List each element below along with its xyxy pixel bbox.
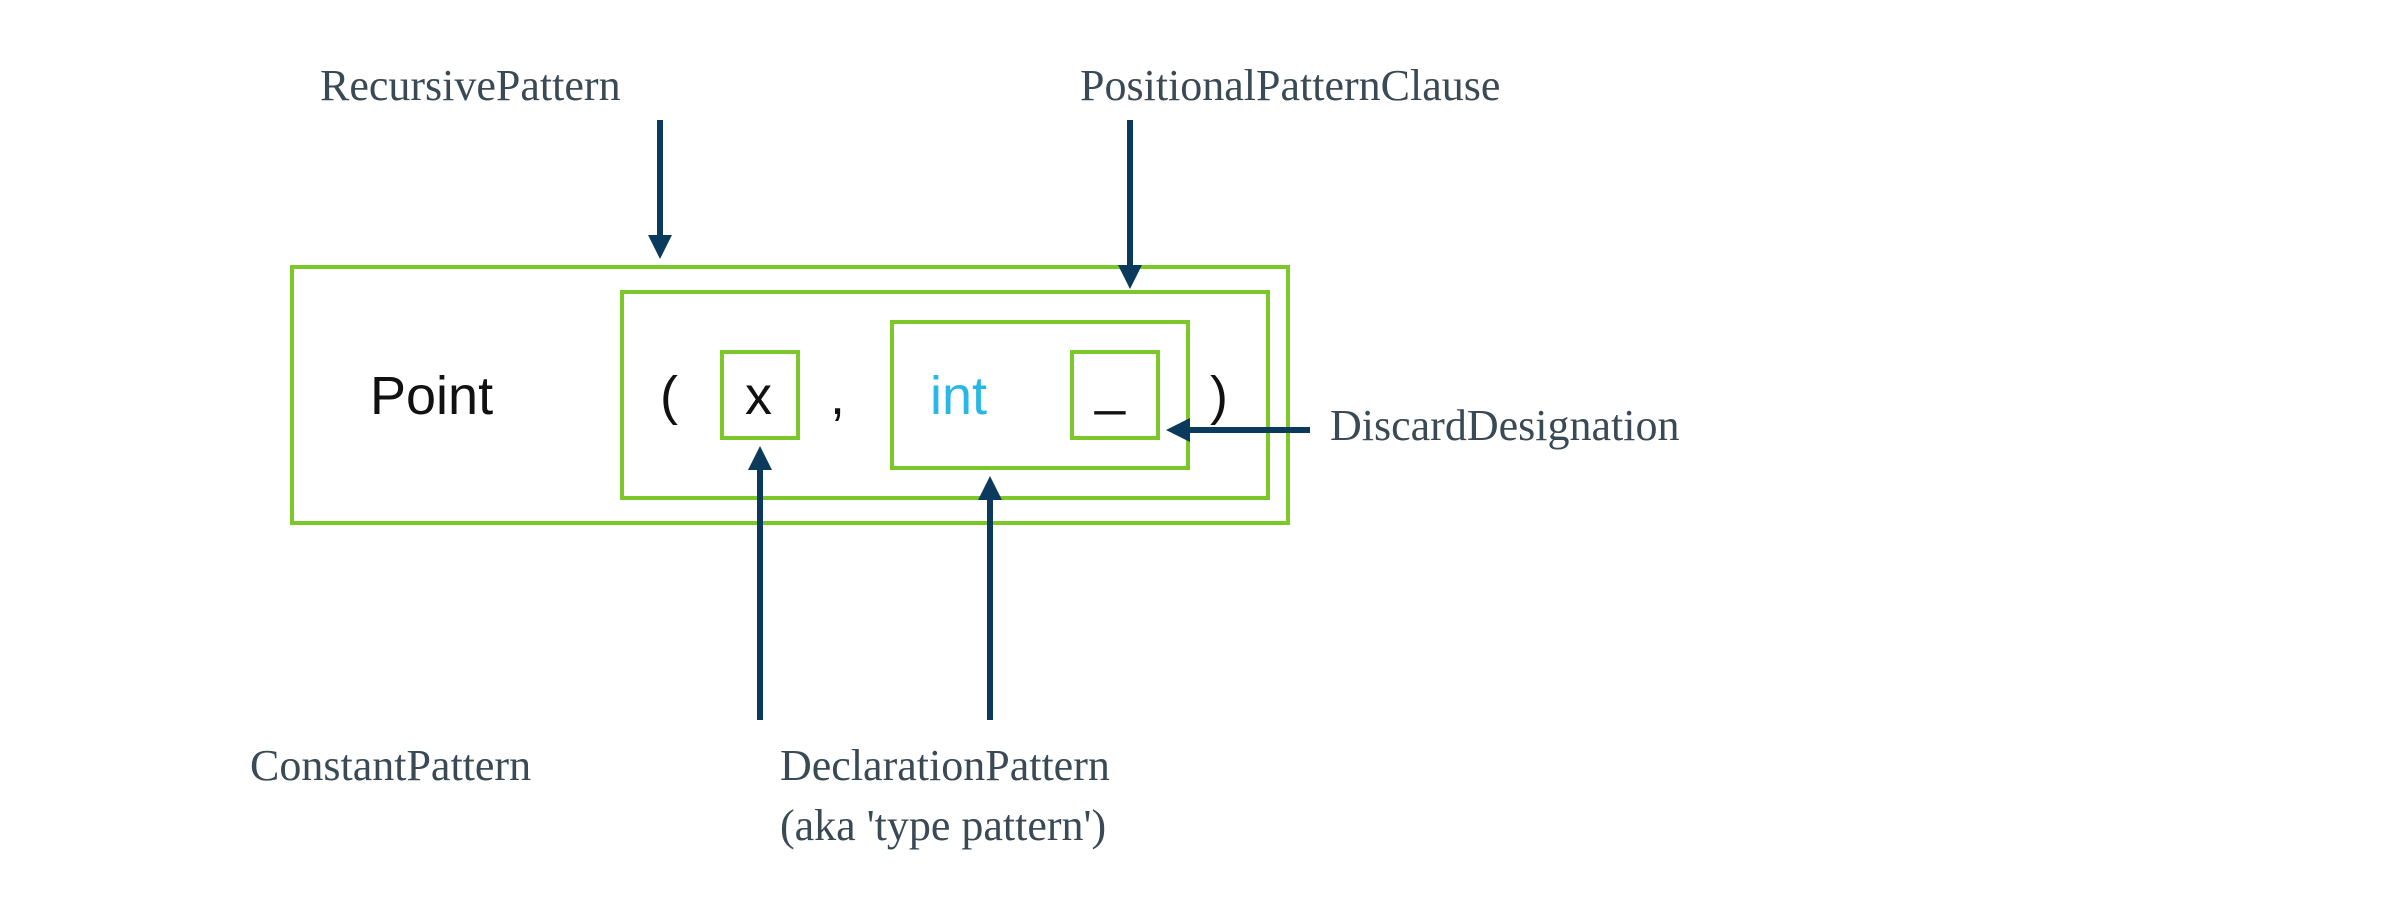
label-positional-pattern-clause: PositionalPatternClause: [1080, 60, 1500, 111]
label-aka-type-pattern: (aka 'type pattern'): [780, 800, 1106, 851]
label-discard-designation: DiscardDesignation: [1330, 400, 1679, 451]
label-declaration-pattern: DeclarationPattern: [780, 740, 1110, 791]
token-right-paren: ): [1210, 365, 1228, 427]
token-x: x: [745, 365, 772, 427]
label-recursive-pattern: RecursivePattern: [320, 60, 621, 111]
label-constant-pattern: ConstantPattern: [250, 740, 531, 791]
token-left-paren: (: [660, 365, 678, 427]
token-int-keyword: int: [930, 365, 987, 427]
token-underscore: _: [1095, 355, 1125, 417]
diagram-stage: Point ( x , int _ ) RecursivePattern Pos…: [0, 0, 2401, 900]
token-point: Point: [370, 365, 493, 427]
token-comma: ,: [830, 365, 845, 427]
